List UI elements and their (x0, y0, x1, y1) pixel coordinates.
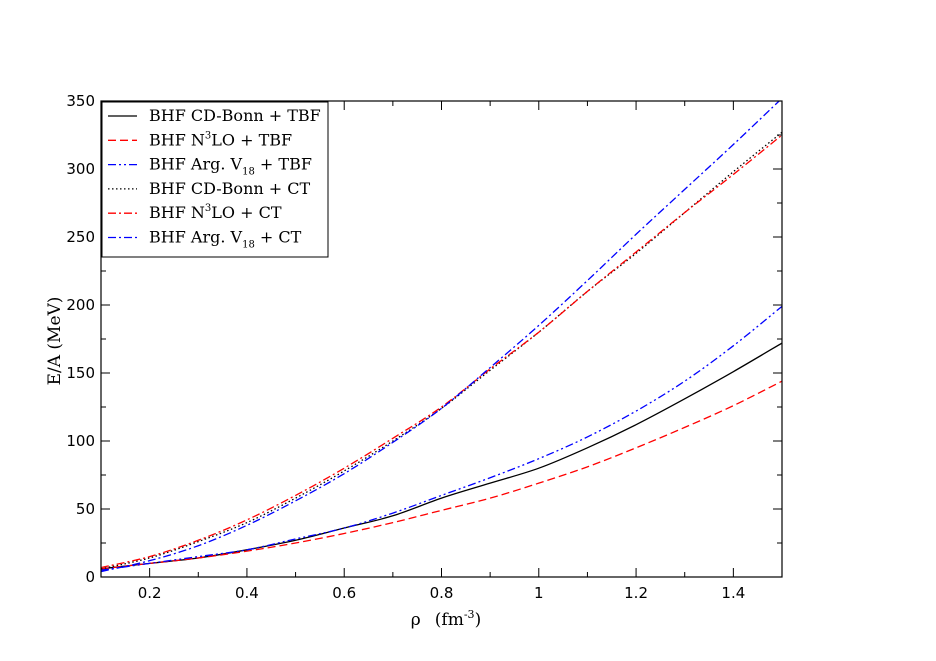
x-tick-label: 0.2 (138, 584, 162, 602)
x-tick-label: 1.4 (721, 584, 745, 602)
series-line-6 (101, 101, 781, 573)
y-tick-label: 250 (66, 228, 95, 246)
series-line-3 (101, 305, 782, 571)
x-tick-label: 0.8 (430, 584, 454, 602)
legend-label-3: BHF Arg. V18 + TBF (149, 155, 312, 178)
legend-label-6: BHF Arg. V18 + CT (149, 228, 302, 251)
y-tick-label: 50 (76, 500, 95, 518)
y-tick-label: 150 (66, 364, 95, 382)
x-tick-label: 1.2 (624, 584, 648, 602)
legend: BHF CD-Bonn + TBF BHF N3LO + TBF BHF Arg. … (101, 101, 329, 258)
y-tick-label: 100 (66, 432, 95, 450)
series-line-2 (101, 380, 782, 570)
x-tick-label: 0.6 (332, 584, 356, 602)
series-line-5 (101, 134, 782, 569)
legend-label-5: BHF N3LO + CT (149, 203, 282, 222)
legend-label-4: BHF CD-Bonn + CT (149, 179, 310, 198)
y-axis-title: E/A (MeV) (45, 297, 65, 386)
legend-label-2: BHF N3LO + TBF (149, 130, 292, 149)
legend-label-1: BHF CD-Bonn + TBF (149, 106, 321, 125)
y-tick-label: 0 (85, 568, 95, 586)
series-line-1 (101, 342, 782, 570)
series-line-4 (101, 131, 782, 570)
y-tick-label: 350 (66, 92, 95, 110)
x-tick-label: 1 (534, 584, 544, 602)
x-tick-label: 0.4 (235, 584, 259, 602)
x-axis-title: ρ (fm-3) (411, 608, 481, 630)
y-tick-label: 200 (66, 296, 95, 314)
y-tick-label: 300 (66, 160, 95, 178)
series-group (101, 101, 782, 573)
legend-box (101, 101, 329, 258)
